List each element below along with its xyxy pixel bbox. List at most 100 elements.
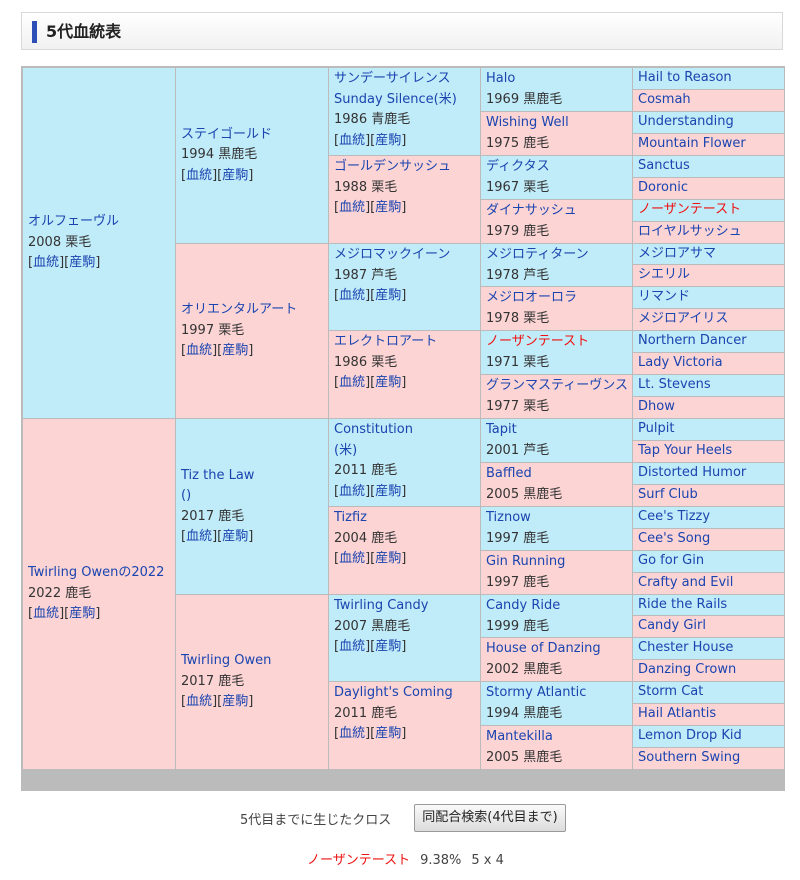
pedigree-cell-gen5: Hail Atlantis: [633, 704, 784, 725]
horse-name-link[interactable]: Lt. Stevens: [638, 377, 711, 393]
horse-name-link[interactable]: Pulpit: [638, 421, 675, 437]
horse-name-link[interactable]: Ride the Rails: [638, 596, 728, 612]
horse-name-link[interactable]: Crafty and Evil: [638, 575, 734, 591]
horse-name-link[interactable]: ノーザンテースト: [486, 334, 590, 349]
horse-name-link[interactable]: メジロアサマ: [638, 245, 717, 261]
horse-name-link[interactable]: Tiz the Law: [181, 467, 255, 483]
horse-origin-link[interactable]: Sunday Silence(米): [334, 91, 457, 107]
horse-name-link[interactable]: Sanctus: [638, 158, 690, 174]
horse-name-link[interactable]: Lady Victoria: [638, 355, 723, 371]
horse-name-link[interactable]: メジロティターン: [486, 247, 589, 262]
horse-name-link[interactable]: Understanding: [638, 114, 734, 130]
horse-origin-link[interactable]: (米): [334, 442, 358, 458]
pedigree-link[interactable]: 血統: [339, 200, 366, 215]
offspring-link[interactable]: 産駒: [222, 529, 249, 544]
horse-name-link[interactable]: メジロオーロラ: [486, 290, 578, 305]
horse-name-link[interactable]: Twirling Owenの2022: [28, 565, 165, 581]
offspring-link[interactable]: 産駒: [375, 483, 402, 499]
offspring-link[interactable]: 産駒: [375, 551, 402, 566]
offspring-link[interactable]: 産駒: [375, 200, 402, 215]
horse-name-link[interactable]: オルフェーヴル: [28, 214, 120, 230]
horse-name-link[interactable]: Chester House: [638, 640, 734, 656]
horse-name-link[interactable]: Twirling Candy: [334, 598, 429, 613]
horse-name-link[interactable]: Wishing Well: [486, 115, 569, 130]
offspring-link[interactable]: 産駒: [375, 726, 402, 741]
horse-name-link[interactable]: シエリル: [638, 267, 691, 283]
pedigree-link[interactable]: 血統: [339, 551, 366, 566]
birth-year-color: 2022 鹿毛: [28, 585, 92, 601]
horse-name-link[interactable]: Baffled: [486, 466, 532, 481]
horse-name-link[interactable]: Danzing Crown: [638, 662, 737, 678]
pedigree-link[interactable]: 血統: [339, 726, 366, 741]
horse-name-link[interactable]: グランマスティーヴンス: [486, 378, 628, 393]
same-mating-search-button[interactable]: 同配合検索(4代目まで): [414, 804, 566, 832]
horse-name-link[interactable]: Tapit: [486, 422, 517, 437]
horse-name-link[interactable]: Mountain Flower: [638, 136, 746, 152]
horse-name-link[interactable]: Twirling Owen: [181, 653, 272, 669]
pedigree-link[interactable]: 血統: [339, 639, 366, 654]
horse-name-link[interactable]: Surf Club: [638, 487, 698, 503]
horse-name-link[interactable]: ノーザンテースト: [638, 202, 742, 218]
horse-name-link[interactable]: ステイゴールド: [181, 126, 273, 142]
horse-name-link[interactable]: Candy Ride: [486, 598, 561, 613]
pedigree-link[interactable]: 血統: [186, 167, 213, 183]
horse-name-link[interactable]: Stormy Atlantic: [486, 685, 587, 700]
pedigree-cell-gen5: Danzing Crown: [633, 660, 784, 681]
horse-name-link[interactable]: Cee's Song: [638, 531, 711, 547]
horse-name-link[interactable]: Daylight's Coming: [334, 685, 453, 700]
pedigree-link[interactable]: 血統: [339, 288, 366, 303]
horse-name-link[interactable]: Hail Atlantis: [638, 706, 717, 722]
pedigree-link[interactable]: 血統: [33, 255, 60, 271]
horse-name-link[interactable]: ゴールデンサッシュ: [334, 159, 452, 174]
pedigree-link[interactable]: 血統: [186, 694, 213, 710]
offspring-link[interactable]: 産駒: [69, 255, 96, 271]
horse-name-link[interactable]: Cee's Tizzy: [638, 509, 711, 525]
offspring-link[interactable]: 産駒: [222, 167, 249, 183]
cross-horse-name[interactable]: ノーザンテースト: [307, 853, 411, 868]
horse-name-link[interactable]: Storm Cat: [638, 684, 704, 700]
horse-name-link[interactable]: エレクトロアート: [334, 334, 438, 349]
horse-name-link[interactable]: Southern Swing: [638, 750, 741, 766]
offspring-link[interactable]: 産駒: [375, 132, 402, 148]
horse-name-link[interactable]: ロイヤルサッシュ: [638, 224, 742, 240]
pedigree-link[interactable]: 血統: [339, 132, 366, 148]
horse-name-link[interactable]: Cosmah: [638, 92, 691, 108]
horse-name-link[interactable]: Dhow: [638, 399, 675, 415]
horse-name-link[interactable]: Gin Running: [486, 554, 566, 569]
horse-origin-link[interactable]: (): [181, 488, 192, 503]
horse-name-link[interactable]: Candy Girl: [638, 618, 707, 634]
horse-name-link[interactable]: ディクタス: [486, 159, 550, 174]
horse-name-link[interactable]: リマンド: [638, 289, 691, 305]
pedigree-link[interactable]: 血統: [186, 529, 213, 544]
pedigree-link[interactable]: 血統: [339, 375, 366, 390]
horse-name-link[interactable]: Constitution: [334, 422, 413, 437]
horse-name-link[interactable]: Tizfiz: [334, 510, 367, 525]
horse-name-link[interactable]: Hail to Reason: [638, 70, 732, 86]
horse-name-link[interactable]: Tap Your Heels: [638, 443, 733, 459]
horse-name-link[interactable]: サンデーサイレンス: [334, 71, 451, 86]
horse-name-link[interactable]: ダイナサッシュ: [486, 203, 577, 218]
offspring-link[interactable]: 産駒: [375, 375, 402, 390]
offspring-link[interactable]: 産駒: [375, 639, 402, 654]
horse-name-link[interactable]: House of Danzing: [486, 641, 601, 656]
horse-name-link[interactable]: メジロマックイーン: [334, 247, 451, 262]
horse-name-link[interactable]: Halo: [486, 71, 516, 86]
pedigree-link[interactable]: 血統: [33, 606, 60, 622]
horse-name-link[interactable]: Northern Dancer: [638, 333, 747, 349]
horse-name-link[interactable]: Lemon Drop Kid: [638, 728, 742, 744]
pedigree-cell-gen5: Doronic: [633, 178, 784, 199]
offspring-link[interactable]: 産駒: [69, 606, 96, 622]
horse-name-link[interactable]: Doronic: [638, 180, 688, 196]
horse-name-link[interactable]: Go for Gin: [638, 553, 705, 569]
horse-name-link[interactable]: Tiznow: [486, 510, 531, 525]
pedigree-link[interactable]: 血統: [339, 483, 366, 499]
horse-name-link[interactable]: オリエンタルアート: [181, 302, 298, 318]
pedigree-link[interactable]: 血統: [186, 343, 213, 359]
pedigree-table: オルフェーヴル 2008 栗毛 [血統][産駒] ステイゴールド 1994 黒鹿毛 [血統…: [21, 66, 785, 791]
horse-name-link[interactable]: Distorted Humor: [638, 465, 747, 481]
offspring-link[interactable]: 産駒: [222, 694, 249, 710]
offspring-link[interactable]: 産駒: [375, 288, 402, 303]
horse-name-link[interactable]: Mantekilla: [486, 729, 553, 744]
horse-name-link[interactable]: メジロアイリス: [638, 311, 729, 327]
offspring-link[interactable]: 産駒: [222, 343, 249, 359]
